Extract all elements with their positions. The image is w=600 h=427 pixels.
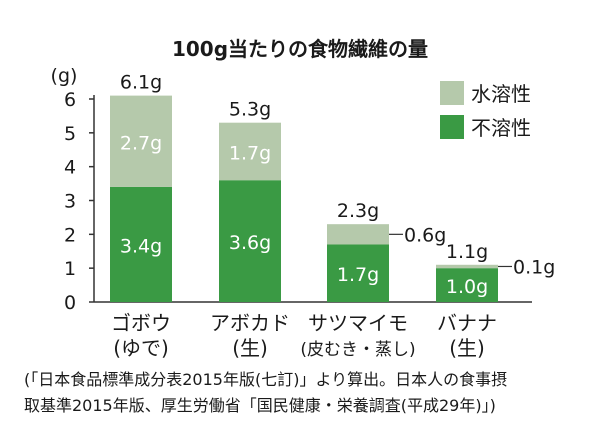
bar-insoluble	[436, 268, 498, 302]
legend-label: 水溶性	[471, 82, 531, 106]
y-tick-label: 1	[64, 258, 76, 280]
total-value-label: 6.1g	[120, 72, 162, 94]
category-sublabel: (ゆで)	[113, 336, 169, 360]
y-tick-label: 0	[64, 292, 76, 314]
legend-swatch	[440, 81, 464, 105]
bar-soluble	[219, 122, 281, 181]
y-axis-unit: (g)	[51, 65, 78, 87]
legend-label: 不溶性	[471, 116, 531, 140]
soluble-value-label: 2.7g	[120, 132, 162, 154]
y-tick-label: 3	[64, 191, 76, 213]
total-value-label: 5.3g	[229, 99, 271, 121]
category-sublabel: (皮むき・蒸し)	[300, 340, 415, 360]
bar-insoluble	[219, 180, 281, 302]
y-tick-label: 6	[64, 89, 76, 111]
category-label: アボカド	[210, 311, 290, 335]
insoluble-value-label: 1.7g	[337, 264, 379, 286]
source-note-line1: (「日本食品標準成分表2015年版(七訂)」より算出。日本人の食事摂	[24, 370, 507, 389]
insoluble-value-label: 3.6g	[229, 232, 271, 254]
bar-insoluble	[110, 186, 172, 302]
bar-soluble	[110, 95, 172, 187]
source-note-line2: 取基準2015年版、厚生労働省「国民健康・栄養調査(平成29年)」)	[24, 396, 496, 415]
soluble-value-label: 0.6g	[404, 224, 446, 246]
total-value-label: 1.1g	[446, 241, 488, 263]
total-value-label: 2.3g	[337, 200, 379, 222]
y-tick-label: 2	[64, 224, 76, 246]
category-label: バナナ	[437, 311, 497, 335]
soluble-value-label: 1.7g	[229, 142, 271, 164]
category-label: ゴボウ	[111, 311, 171, 335]
bar-soluble	[327, 224, 389, 245]
category-label: サツマイモ	[308, 311, 408, 335]
insoluble-value-label: 1.0g	[446, 276, 488, 298]
chart-title: 100g当たりの食物繊維の量	[172, 37, 428, 61]
y-tick-label: 4	[64, 157, 76, 179]
category-sublabel: (生)	[232, 336, 268, 360]
bar-insoluble	[327, 244, 389, 302]
insoluble-value-label: 3.4g	[120, 235, 162, 257]
legend-swatch	[440, 115, 464, 139]
soluble-value-label: 0.1g	[513, 256, 555, 278]
y-tick-label: 5	[64, 123, 76, 145]
bar-soluble	[436, 264, 498, 269]
category-sublabel: (生)	[449, 336, 485, 360]
